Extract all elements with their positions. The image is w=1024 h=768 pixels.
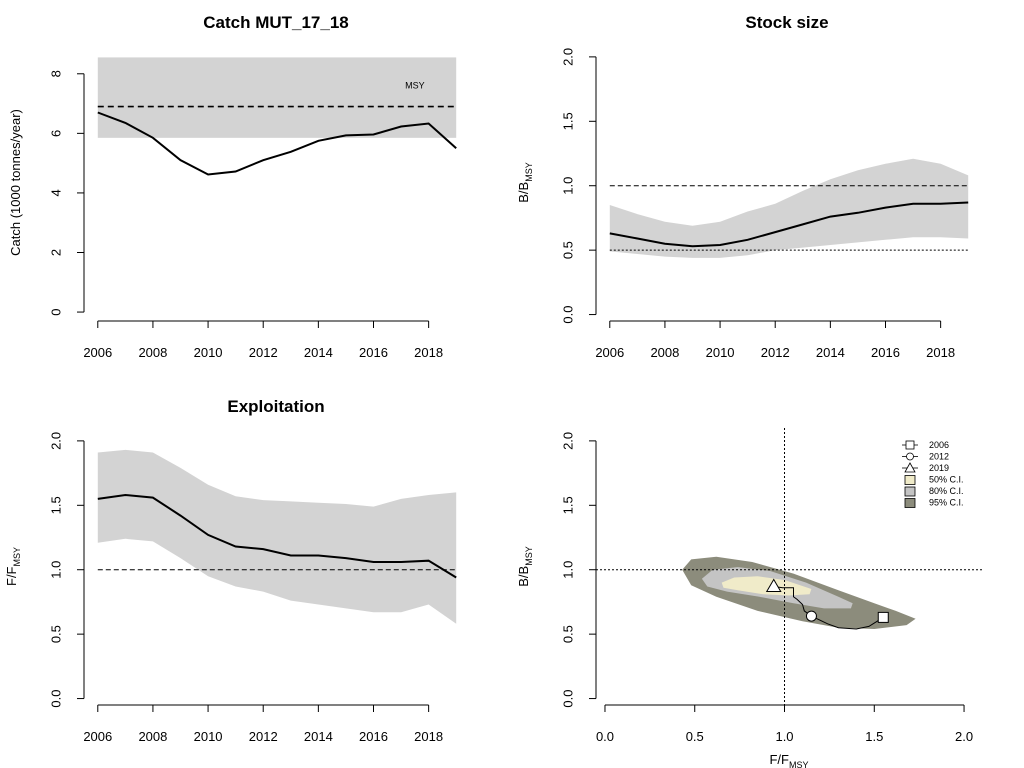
msy-confidence-band bbox=[97, 57, 457, 138]
y-tick-label: 1.0 bbox=[561, 561, 576, 579]
y-tick-label: 0.0 bbox=[49, 690, 64, 708]
y-axis-label: F/FMSY bbox=[4, 547, 22, 586]
x-tick-label: 2016 bbox=[359, 345, 388, 360]
median-line bbox=[97, 493, 457, 579]
legend-item: 2006 bbox=[902, 440, 949, 450]
point-2019 bbox=[765, 578, 782, 592]
legend-label: 2006 bbox=[929, 440, 949, 450]
x-tick-label: 2006 bbox=[83, 345, 112, 360]
legend-label: 80% C.I. bbox=[929, 486, 964, 496]
trajectory-line bbox=[773, 586, 884, 630]
chart-title: Stock size bbox=[745, 13, 828, 32]
legend-marker bbox=[906, 452, 914, 461]
legend-item: 50% C.I. bbox=[904, 475, 964, 485]
legend-swatch bbox=[904, 498, 916, 508]
x-tick-label: 2014 bbox=[304, 729, 333, 744]
legend-label: 95% C.I. bbox=[929, 498, 964, 508]
y-tick-label: 1.0 bbox=[49, 561, 64, 579]
y-axis-label: B/BMSY bbox=[516, 546, 534, 586]
x-tick-label: 2008 bbox=[650, 345, 679, 360]
y-tick-label: 2.0 bbox=[561, 48, 576, 66]
x-tick-label: 2.0 bbox=[955, 729, 973, 744]
exploitation-panel: 2006 2008 2010 2012 2014 2016 2018 0.0 0.5 1.0 1.5… bbox=[4, 397, 457, 744]
x-tick-label: 2014 bbox=[304, 345, 333, 360]
x-tick-label: 2010 bbox=[706, 345, 735, 360]
y-tick-label: 1.5 bbox=[49, 496, 64, 514]
x-tick-label: 2008 bbox=[138, 345, 167, 360]
y-tick-label: 8 bbox=[49, 70, 64, 77]
x-tick-label: 2012 bbox=[249, 729, 278, 744]
y-tick-label: 0.5 bbox=[49, 625, 64, 643]
y-tick-label: 1.0 bbox=[561, 177, 576, 195]
point-2012 bbox=[805, 610, 817, 622]
legend-item: 2012 bbox=[902, 452, 949, 462]
legend-item: 80% C.I. bbox=[904, 486, 964, 497]
y-tick-label: 0.0 bbox=[561, 306, 576, 324]
msy-label: MSY bbox=[405, 81, 425, 91]
confidence-region bbox=[721, 576, 812, 596]
legend-swatch bbox=[904, 486, 916, 497]
x-tick-label: 2016 bbox=[871, 345, 900, 360]
x-tick-label: 2018 bbox=[926, 345, 955, 360]
x-tick-label: 1.0 bbox=[775, 729, 793, 744]
x-tick-label: 2018 bbox=[414, 345, 443, 360]
x-tick-label: 2010 bbox=[194, 345, 223, 360]
y-tick-label: 0.5 bbox=[561, 625, 576, 643]
y-tick-label: 2.0 bbox=[49, 432, 64, 450]
y-tick-label: 2.0 bbox=[561, 432, 576, 450]
legend-item: 2019 bbox=[902, 462, 949, 473]
y-axis-label: B/BMSY bbox=[516, 162, 534, 202]
y-tick-label: 0 bbox=[49, 308, 64, 315]
y-tick-label: 0.0 bbox=[561, 690, 576, 708]
y-axis-label-subscript: MSY bbox=[524, 162, 534, 182]
x-tick-label: 2012 bbox=[249, 345, 278, 360]
x-axis-label: F/FMSY bbox=[769, 752, 808, 768]
catch-panel: MSY 2006 2008 2010 2012 2014 2016 2018 0 2 4 6 8 Catc… bbox=[8, 13, 457, 360]
x-tick-label: 2010 bbox=[194, 729, 223, 744]
x-tick-label: 2006 bbox=[595, 345, 624, 360]
chart-title: Catch MUT_17_18 bbox=[203, 13, 349, 32]
x-tick-label: 2012 bbox=[761, 345, 790, 360]
legend-item: 95% C.I. bbox=[904, 498, 964, 508]
y-tick-label: 4 bbox=[49, 189, 64, 196]
y-axis-label: Catch (1000 tonnes/year) bbox=[8, 109, 23, 256]
legend-marker bbox=[905, 440, 915, 450]
legend-label: 2012 bbox=[929, 452, 949, 462]
x-tick-label: 0.0 bbox=[596, 729, 614, 744]
legend-swatch bbox=[904, 475, 916, 485]
point-2006 bbox=[877, 611, 889, 623]
y-axis-label-subscript: MSY bbox=[12, 547, 22, 567]
x-tick-label: 2014 bbox=[816, 345, 845, 360]
x-axis-label-subscript: MSY bbox=[789, 760, 809, 768]
x-tick-label: 1.5 bbox=[865, 729, 883, 744]
x-tick-label: 2018 bbox=[414, 729, 443, 744]
x-tick-label: 0.5 bbox=[686, 729, 704, 744]
plot-area bbox=[596, 428, 982, 705]
legend-label: 50% C.I. bbox=[929, 475, 964, 485]
y-tick-label: 0.5 bbox=[561, 241, 576, 259]
legend-label: 2019 bbox=[929, 463, 949, 473]
catch-line bbox=[97, 111, 457, 176]
x-tick-label: 2006 bbox=[83, 729, 112, 744]
y-tick-label: 1.5 bbox=[561, 496, 576, 514]
confidence-band bbox=[609, 158, 969, 258]
y-axis-label-subscript: MSY bbox=[524, 546, 534, 566]
y-tick-label: 2 bbox=[49, 249, 64, 256]
chart-title: Exploitation bbox=[227, 397, 324, 416]
stock-size-panel: 2006 2008 2010 2012 2014 2016 2018 0.0 0.5 1.0 1.5… bbox=[516, 13, 969, 360]
y-tick-label: 6 bbox=[49, 130, 64, 137]
median-line bbox=[609, 201, 969, 248]
confidence-band bbox=[97, 449, 457, 624]
x-tick-label: 2016 bbox=[359, 729, 388, 744]
x-tick-label: 2008 bbox=[138, 729, 167, 744]
kobe-panel: 0.0 0.5 1.0 1.5 2.0 0.0 0.5 1.0 1.5 2.0 B/BMSY F/FM… bbox=[516, 428, 982, 768]
legend-marker bbox=[904, 462, 916, 473]
y-tick-label: 1.5 bbox=[561, 112, 576, 130]
